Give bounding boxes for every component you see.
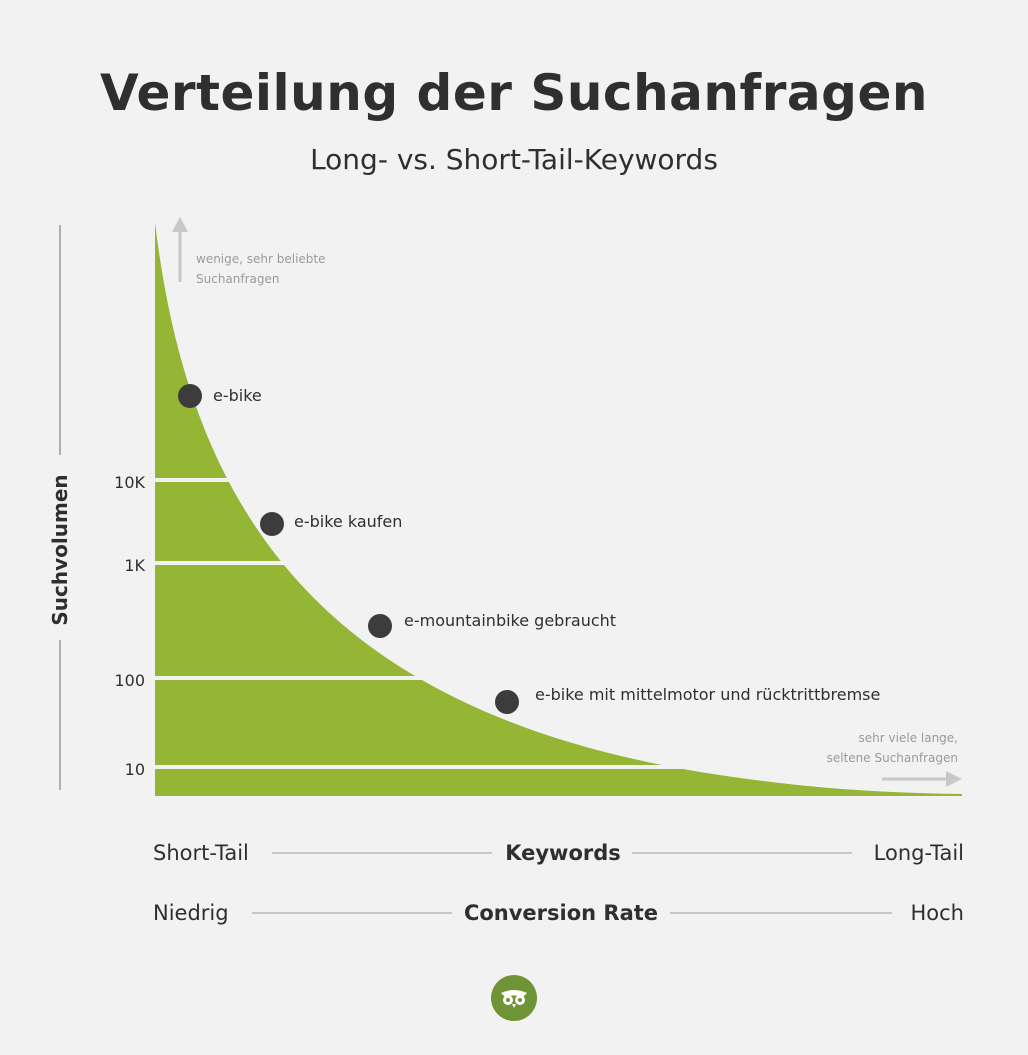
annotation-right-line2: seltene Suchanfragen <box>827 751 958 765</box>
y-tick-label: 1K <box>124 556 145 575</box>
annotation-top-line1: wenige, sehr beliebte <box>196 252 326 266</box>
point-marker <box>368 614 392 638</box>
chart-title: Verteilung der Suchanfragen <box>100 64 928 122</box>
data-point-e-bike: e-bike <box>178 384 262 408</box>
point-marker <box>260 512 284 536</box>
y-axis-label: Suchvolumen <box>48 474 72 625</box>
up-arrow-icon <box>172 217 188 282</box>
data-point-e-mountainbike-gebraucht: e-mountainbike gebraucht <box>368 611 616 638</box>
conversion-center-label: Conversion Rate <box>464 901 658 925</box>
point-marker <box>178 384 202 408</box>
conversion-left-label: Niedrig <box>153 901 229 925</box>
annotation-right-line1: sehr viele lange, <box>859 731 958 745</box>
keywords-center-label: Keywords <box>505 841 621 865</box>
keywords-left-label: Short-Tail <box>153 841 249 865</box>
long-tail-area <box>155 222 962 796</box>
y-tick-label: 10K <box>114 473 145 492</box>
point-label: e-bike <box>213 386 262 405</box>
y-tick-label: 100 <box>114 671 145 690</box>
annotation-top-line2: Suchanfragen <box>196 272 280 286</box>
point-label: e-mountainbike gebraucht <box>404 611 616 630</box>
keywords-right-label: Long-Tail <box>874 841 964 865</box>
y-tick-label: 10 <box>125 760 145 779</box>
right-arrow-icon <box>882 771 962 787</box>
owl-icon <box>491 975 537 1021</box>
data-point-e-bike-mittelmotor: e-bike mit mittelmotor und rücktrittbrem… <box>495 685 880 714</box>
data-point-e-bike-kaufen: e-bike kaufen <box>260 512 402 536</box>
conversion-right-label: Hoch <box>911 901 965 925</box>
point-label: e-bike kaufen <box>294 512 402 531</box>
chart-subtitle: Long- vs. Short-Tail-Keywords <box>310 143 718 176</box>
point-marker <box>495 690 519 714</box>
point-label: e-bike mit mittelmotor und rücktrittbrem… <box>535 685 880 704</box>
gridlines <box>155 478 710 769</box>
